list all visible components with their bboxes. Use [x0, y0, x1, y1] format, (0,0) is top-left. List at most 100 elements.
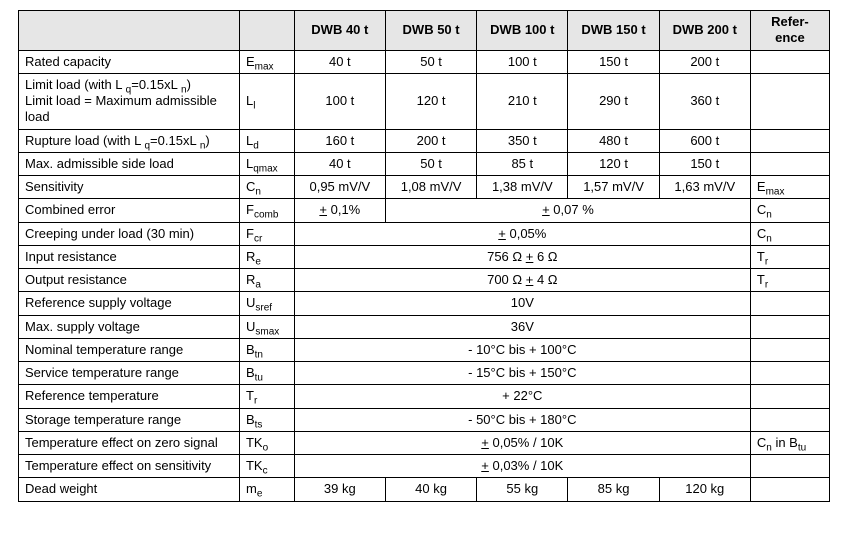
reference-cell	[750, 73, 829, 129]
value-cell: 600 t	[659, 129, 750, 152]
table-row: Service temperature range Btu - 15°C bis…	[19, 362, 830, 385]
value-cell: 40 t	[294, 50, 385, 73]
symbol-cell: Usref	[239, 292, 294, 315]
table-row: Dead weight me 39 kg 40 kg 55 kg 85 kg 1…	[19, 478, 830, 501]
symbol-cell: me	[239, 478, 294, 501]
symbol-cell: Usmax	[239, 315, 294, 338]
symbol-cell: Ld	[239, 129, 294, 152]
table-row: Nominal temperature range Btn - 10°C bis…	[19, 338, 830, 361]
value-cell: 1,63 mV/V	[659, 176, 750, 199]
reference-cell	[750, 362, 829, 385]
table-container: DWB 40 t DWB 50 t DWB 100 t DWB 150 t DW…	[0, 0, 848, 512]
table-row: Output resistance Ra 700 Ω + 4 Ω Tr	[19, 269, 830, 292]
table-row: Reference temperature Tr + 22°C	[19, 385, 830, 408]
param-cell: Rupture load (with L q=0.15xL n)	[19, 129, 240, 152]
table-row: Storage temperature range Bts - 50°C bis…	[19, 408, 830, 431]
param-cell: Nominal temperature range	[19, 338, 240, 361]
reference-cell	[750, 408, 829, 431]
reference-cell	[750, 385, 829, 408]
param-cell: Max. admissible side load	[19, 152, 240, 175]
ref-line2: ence	[775, 30, 805, 45]
value-cell: 120 kg	[659, 478, 750, 501]
param-cell: Reference supply voltage	[19, 292, 240, 315]
param-cell: Max. supply voltage	[19, 315, 240, 338]
merged-value-cell: 756 Ω + 6 Ω	[294, 245, 750, 268]
header-reference: Refer- ence	[750, 11, 829, 51]
param-cell: Sensitivity	[19, 176, 240, 199]
table-row: Temperature effect on sensitivity TKc + …	[19, 455, 830, 478]
value-cell: 85 kg	[568, 478, 659, 501]
symbol-cell: Fcr	[239, 222, 294, 245]
header-row: DWB 40 t DWB 50 t DWB 100 t DWB 150 t DW…	[19, 11, 830, 51]
table-row: Rated capacity Emax 40 t 50 t 100 t 150 …	[19, 50, 830, 73]
table-row: Combined error Fcomb + 0,1% + 0,07 % Cn	[19, 199, 830, 222]
symbol-cell: Ll	[239, 73, 294, 129]
table-row: Max. admissible side load Lqmax 40 t 50 …	[19, 152, 830, 175]
header-col-4: DWB 150 t	[568, 11, 659, 51]
value-cell: 40 kg	[385, 478, 476, 501]
symbol-cell: Re	[239, 245, 294, 268]
param-cell: Reference temperature	[19, 385, 240, 408]
value-cell: 100 t	[294, 73, 385, 129]
param-cell: Output resistance	[19, 269, 240, 292]
value-cell: 50 t	[385, 152, 476, 175]
param-cell: Creeping under load (30 min)	[19, 222, 240, 245]
merged-value-cell: + 0,07 %	[385, 199, 750, 222]
merged-value-cell: + 22°C	[294, 385, 750, 408]
value-cell: 1,57 mV/V	[568, 176, 659, 199]
param-cell: Rated capacity	[19, 50, 240, 73]
merged-value-cell: 36V	[294, 315, 750, 338]
table-row: Creeping under load (30 min) Fcr + 0,05%…	[19, 222, 830, 245]
merged-value-cell: 10V	[294, 292, 750, 315]
symbol-cell: Bts	[239, 408, 294, 431]
symbol-cell: Btn	[239, 338, 294, 361]
value-cell: 55 kg	[477, 478, 568, 501]
header-blank-1	[19, 11, 240, 51]
value-cell: 39 kg	[294, 478, 385, 501]
param-cell: Combined error	[19, 199, 240, 222]
ref-line1: Refer-	[771, 14, 809, 29]
value-cell: 160 t	[294, 129, 385, 152]
merged-value-cell: + 0,05% / 10K	[294, 431, 750, 454]
reference-cell: Tr	[750, 269, 829, 292]
table-row: Limit load (with L q=0.15xL n) Limit loa…	[19, 73, 830, 129]
reference-cell: Cn in Btu	[750, 431, 829, 454]
value-cell: 50 t	[385, 50, 476, 73]
reference-cell	[750, 455, 829, 478]
merged-value-cell: - 10°C bis + 100°C	[294, 338, 750, 361]
value-cell: 150 t	[659, 152, 750, 175]
header-blank-2	[239, 11, 294, 51]
merged-value-cell: - 50°C bis + 180°C	[294, 408, 750, 431]
symbol-cell: Emax	[239, 50, 294, 73]
value-cell: 290 t	[568, 73, 659, 129]
value-cell: 1,08 mV/V	[385, 176, 476, 199]
symbol-cell: TKo	[239, 431, 294, 454]
param-cell: Temperature effect on sensitivity	[19, 455, 240, 478]
header-col-1: DWB 40 t	[294, 11, 385, 51]
table-row: Input resistance Re 756 Ω + 6 Ω Tr	[19, 245, 830, 268]
value-cell: 85 t	[477, 152, 568, 175]
header-col-5: DWB 200 t	[659, 11, 750, 51]
value-cell: 0,95 mV/V	[294, 176, 385, 199]
reference-cell: Tr	[750, 245, 829, 268]
value-cell: 120 t	[568, 152, 659, 175]
reference-cell	[750, 478, 829, 501]
table-row: Max. supply voltage Usmax 36V	[19, 315, 830, 338]
merged-value-cell: 700 Ω + 4 Ω	[294, 269, 750, 292]
spec-table: DWB 40 t DWB 50 t DWB 100 t DWB 150 t DW…	[18, 10, 830, 502]
reference-cell: Emax	[750, 176, 829, 199]
header-col-2: DWB 50 t	[385, 11, 476, 51]
symbol-cell: TKc	[239, 455, 294, 478]
value-cell: 210 t	[477, 73, 568, 129]
reference-cell	[750, 152, 829, 175]
param-cell: Limit load (with L q=0.15xL n) Limit loa…	[19, 73, 240, 129]
reference-cell	[750, 338, 829, 361]
value-cell: 40 t	[294, 152, 385, 175]
value-cell: 150 t	[568, 50, 659, 73]
table-row: Rupture load (with L q=0.15xL n) Ld 160 …	[19, 129, 830, 152]
reference-cell: Cn	[750, 222, 829, 245]
value-cell: 350 t	[477, 129, 568, 152]
symbol-cell: Btu	[239, 362, 294, 385]
value-cell: 360 t	[659, 73, 750, 129]
param-cell: Storage temperature range	[19, 408, 240, 431]
